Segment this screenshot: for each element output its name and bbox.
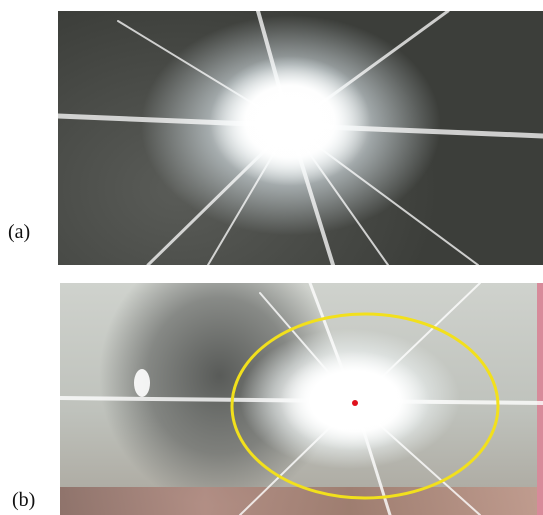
- panel-label-a: (a): [8, 221, 31, 243]
- fabric-strip: [60, 487, 543, 515]
- detection-ellipse: [230, 312, 500, 500]
- sun-flare-a: [58, 11, 543, 265]
- sun-flare-b: [60, 283, 543, 515]
- panel-label-b: (b): [12, 489, 36, 511]
- center-dot: [352, 400, 358, 406]
- photo-a-sun-glare: [58, 11, 543, 265]
- photo-b-detected-glare: [60, 283, 543, 515]
- pink-edge: [537, 283, 543, 515]
